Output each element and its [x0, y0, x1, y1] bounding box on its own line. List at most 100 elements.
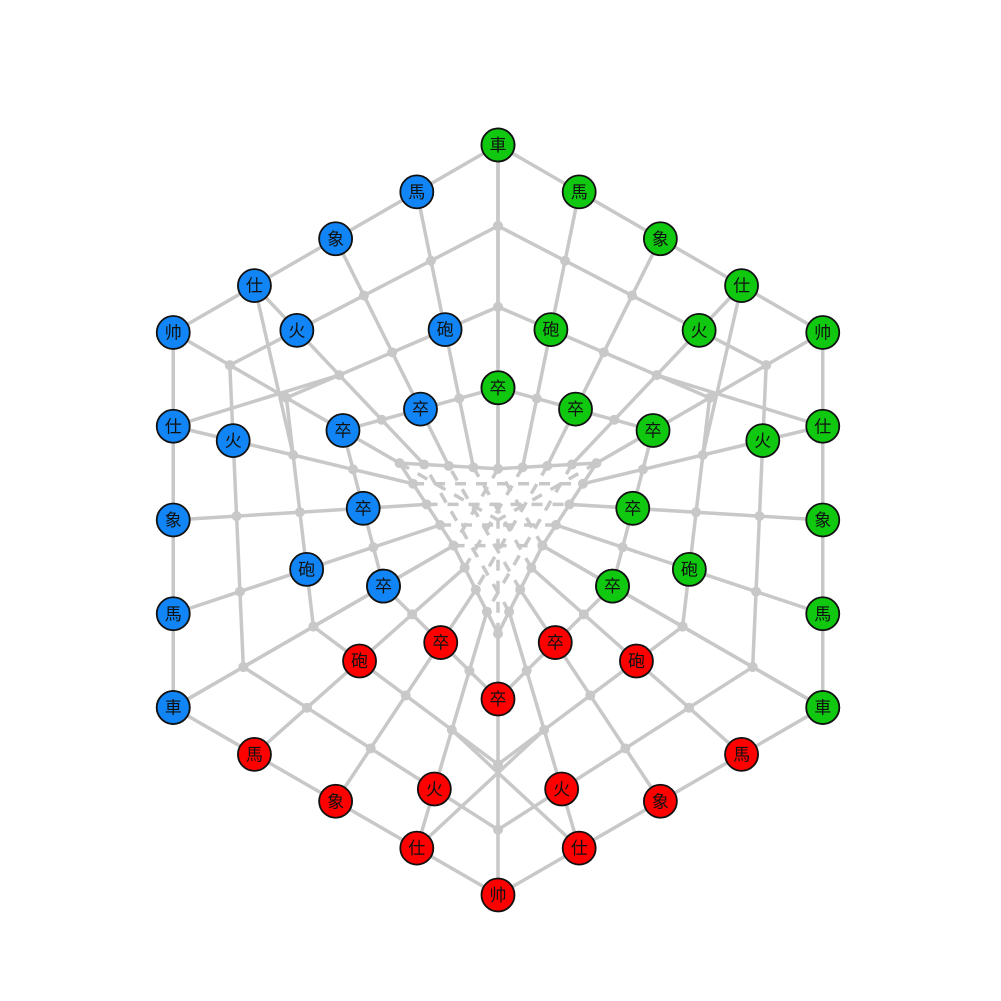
intersection[interactable] [704, 392, 715, 403]
intersection[interactable] [526, 562, 537, 573]
intersection[interactable] [281, 392, 292, 403]
blue-piece[interactable]: 仕 [155, 408, 191, 444]
intersection[interactable] [368, 542, 379, 553]
intersection[interactable] [560, 255, 571, 266]
intersection[interactable] [294, 507, 305, 518]
red-piece[interactable]: 帅 [480, 877, 516, 913]
blue-piece[interactable]: 卒 [403, 391, 438, 427]
intersection[interactable] [334, 370, 345, 381]
intersection[interactable] [425, 255, 436, 266]
intersection[interactable] [468, 462, 479, 473]
blue-piece[interactable]: 車 [155, 690, 191, 725]
intersection[interactable] [358, 290, 369, 301]
intersection[interactable] [443, 460, 454, 471]
red-piece[interactable]: 象 [318, 783, 354, 819]
green-piece[interactable]: 車 [805, 690, 841, 725]
intersection[interactable] [301, 702, 312, 713]
intersection[interactable] [578, 609, 589, 620]
blue-piece[interactable]: 馬 [155, 596, 191, 632]
intersection[interactable] [493, 463, 503, 474]
intersection[interactable] [493, 220, 503, 231]
green-piece[interactable]: 火 [681, 312, 717, 348]
intersection[interactable] [585, 690, 596, 701]
intersection[interactable] [539, 724, 550, 735]
red-piece[interactable]: 卒 [537, 625, 573, 660]
green-piece[interactable]: 卒 [558, 391, 593, 427]
blue-piece[interactable]: 馬 [399, 174, 435, 210]
red-piece[interactable]: 仕 [399, 830, 435, 866]
red-piece[interactable]: 火 [416, 771, 452, 807]
green-piece[interactable]: 馬 [805, 596, 841, 632]
intersection[interactable] [691, 507, 702, 518]
intersection[interactable] [419, 459, 430, 470]
intersection[interactable] [454, 393, 465, 404]
green-piece[interactable]: 卒 [615, 490, 651, 526]
green-piece[interactable]: 馬 [561, 174, 597, 210]
blue-piece[interactable]: 象 [318, 221, 354, 257]
intersection[interactable] [493, 759, 503, 770]
intersection[interactable] [598, 347, 609, 358]
intersection[interactable] [531, 393, 542, 404]
red-piece[interactable]: 卒 [480, 681, 516, 717]
intersection[interactable] [620, 743, 631, 754]
intersection[interactable] [754, 511, 765, 522]
intersection[interactable] [591, 458, 602, 469]
green-piece[interactable]: 帅 [805, 315, 841, 350]
intersection[interactable] [515, 584, 526, 595]
intersection[interactable] [376, 414, 387, 425]
blue-piece[interactable]: 卒 [366, 568, 401, 604]
blue-piece[interactable]: 砲 [427, 312, 463, 347]
red-piece[interactable]: 象 [642, 783, 678, 819]
red-piece[interactable]: 砲 [619, 643, 654, 679]
red-piece[interactable]: 火 [544, 771, 580, 807]
intersection[interactable] [504, 606, 515, 617]
intersection[interactable] [677, 621, 688, 632]
intersection[interactable] [493, 301, 503, 312]
intersection[interactable] [470, 584, 481, 595]
blue-piece[interactable]: 仕 [237, 268, 272, 304]
intersection[interactable] [521, 665, 532, 676]
blue-piece[interactable]: 卒 [345, 490, 381, 526]
intersection[interactable] [408, 478, 419, 489]
intersection[interactable] [550, 520, 561, 531]
intersection[interactable] [542, 460, 553, 471]
intersection[interactable] [651, 370, 662, 381]
intersection[interactable] [517, 462, 528, 473]
green-piece[interactable]: 卒 [595, 568, 630, 604]
intersection[interactable] [564, 499, 575, 510]
intersection[interactable] [537, 540, 548, 551]
blue-piece[interactable]: 象 [155, 502, 191, 538]
blue-piece[interactable]: 卒 [325, 413, 361, 448]
intersection[interactable] [238, 662, 249, 673]
intersection[interactable] [481, 606, 492, 617]
intersection[interactable] [308, 621, 319, 632]
intersection[interactable] [637, 464, 648, 475]
red-piece[interactable]: 砲 [342, 643, 377, 679]
green-piece[interactable]: 仕 [724, 268, 759, 304]
blue-piece[interactable]: 火 [215, 423, 251, 459]
intersection[interactable] [751, 586, 762, 597]
intersection[interactable] [627, 290, 638, 301]
red-piece[interactable]: 馬 [724, 736, 759, 772]
intersection[interactable] [464, 665, 475, 676]
green-piece[interactable]: 象 [805, 502, 841, 538]
intersection[interactable] [617, 542, 628, 553]
intersection[interactable] [609, 414, 620, 425]
intersection[interactable] [421, 499, 432, 510]
intersection[interactable] [407, 609, 418, 620]
intersection[interactable] [400, 690, 411, 701]
blue-piece[interactable]: 帅 [155, 315, 191, 350]
intersection[interactable] [224, 360, 235, 371]
intersection[interactable] [448, 540, 459, 551]
green-piece[interactable]: 砲 [671, 551, 707, 587]
intersection[interactable] [288, 450, 299, 461]
intersection[interactable] [231, 511, 242, 522]
green-piece[interactable]: 砲 [533, 312, 569, 347]
intersection[interactable] [577, 478, 588, 489]
green-piece[interactable]: 火 [745, 423, 781, 459]
green-piece[interactable]: 卒 [635, 413, 671, 448]
green-piece[interactable]: 象 [642, 221, 678, 257]
red-piece[interactable]: 仕 [561, 830, 597, 866]
red-piece[interactable]: 卒 [423, 625, 459, 660]
intersection[interactable] [493, 628, 503, 639]
